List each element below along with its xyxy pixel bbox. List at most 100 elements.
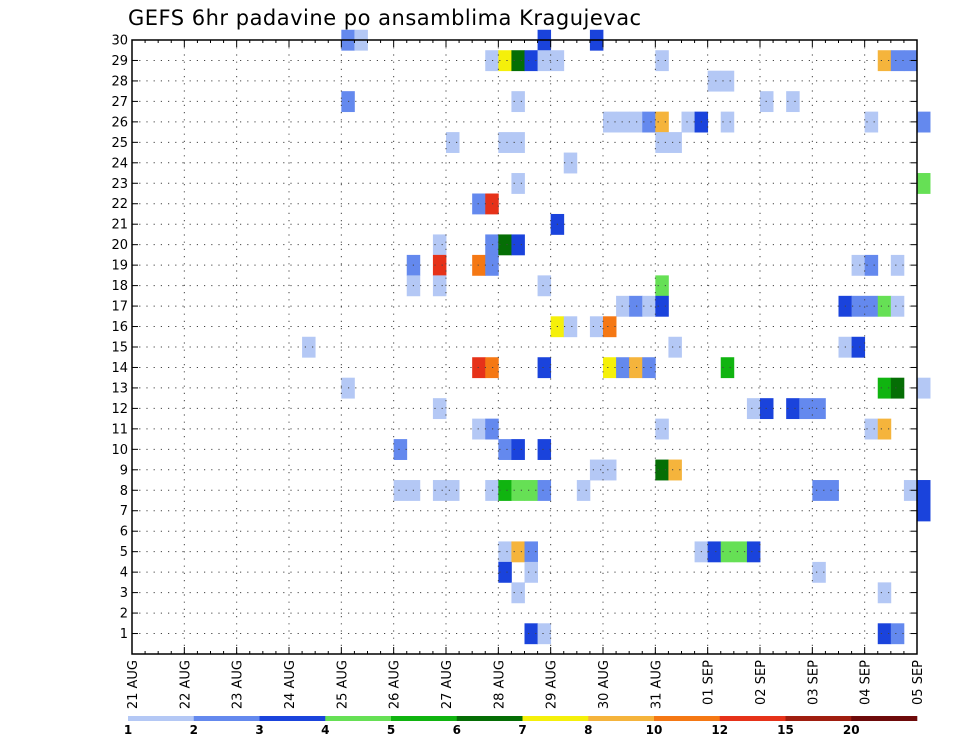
colorbar-label: 12 — [711, 723, 728, 737]
colorbar-segment — [259, 716, 326, 721]
precip-cell — [668, 132, 682, 153]
x-tick-label: 24 AUG — [283, 660, 298, 709]
precip-cell — [485, 418, 499, 440]
precip-cell — [393, 480, 408, 501]
y-tick-label: 5 — [120, 545, 128, 560]
precip-cell — [720, 541, 735, 563]
x-axis-ticks: 21 AUG 22 AUG 23 AUG 24 AUG 25 AUG 26 AUG 27 A… — [126, 40, 926, 709]
precip-cell — [877, 377, 892, 399]
precip-cell — [917, 480, 931, 501]
precip-cell — [720, 357, 735, 379]
precip-cell — [432, 398, 447, 420]
y-tick-label: 26 — [111, 115, 128, 130]
precip-cell — [629, 357, 643, 379]
precip-cell — [524, 50, 538, 72]
precip-cell — [498, 234, 512, 256]
precip-cell — [498, 439, 512, 460]
precip-cell — [511, 50, 525, 72]
x-tick-label: 03 SEP — [806, 660, 821, 705]
precip-cell — [642, 357, 656, 379]
precip-cell — [707, 70, 722, 92]
precip-cell — [511, 541, 525, 563]
y-tick-label: 25 — [111, 136, 128, 151]
y-tick-label: 30 — [111, 34, 128, 49]
precip-cell — [655, 418, 669, 440]
precip-cell — [720, 70, 735, 92]
precip-cell — [511, 439, 525, 460]
x-tick-label: 28 AUG — [492, 660, 507, 709]
y-tick-label: 18 — [111, 279, 128, 294]
x-tick-label: 25 AUG — [335, 660, 350, 709]
y-tick-label: 6 — [120, 525, 128, 540]
precip-cell — [890, 377, 905, 399]
precip-cell — [498, 50, 512, 72]
y-tick-label: 13 — [111, 381, 128, 396]
x-tick-label: 30 AUG — [597, 660, 612, 709]
colorbar-label: 6 — [453, 723, 461, 737]
precip-cell — [603, 111, 617, 133]
colorbar-label: 20 — [843, 723, 860, 737]
precip-cell — [537, 439, 552, 460]
precip-cell — [576, 480, 591, 501]
precip-cell — [511, 173, 525, 194]
precip-cell — [629, 295, 643, 317]
precip-cell — [537, 357, 552, 379]
precip-cell — [498, 480, 512, 501]
precip-cell — [511, 234, 525, 256]
precip-cell — [485, 50, 499, 72]
precip-cell — [917, 173, 931, 194]
precip-cell — [681, 111, 695, 133]
colorbar-segment — [588, 716, 655, 721]
colorbar-segment — [391, 716, 458, 721]
y-tick-label: 16 — [111, 320, 128, 335]
x-tick-label: 31 AUG — [649, 660, 664, 709]
precip-cell — [432, 275, 447, 297]
precip-cell — [720, 111, 735, 133]
precip-cell — [616, 111, 630, 133]
precip-cell — [799, 398, 813, 420]
precip-cell — [603, 316, 617, 338]
colorbar-label: 4 — [321, 723, 329, 737]
y-tick-label: 7 — [120, 504, 128, 519]
y-tick-label: 21 — [111, 218, 128, 233]
precip-cell — [603, 357, 617, 379]
precip-cell — [589, 316, 604, 338]
precip-cell — [812, 480, 826, 501]
colorbar-label: 2 — [190, 723, 198, 737]
y-tick-label: 11 — [111, 422, 128, 437]
precip-cell — [733, 541, 748, 563]
precip-cell — [877, 50, 892, 72]
precip-cell — [917, 500, 931, 522]
precip-cell — [472, 193, 486, 215]
precip-cell — [446, 132, 460, 153]
y-tick-label: 10 — [111, 443, 128, 458]
chart-title: GEFS 6hr padavine po ansamblima Kragujev… — [128, 6, 642, 30]
precip-cell — [655, 50, 669, 72]
precip-cell — [877, 582, 892, 604]
x-tick-label: 22 AUG — [178, 660, 193, 709]
precip-cell — [524, 561, 538, 583]
precip-cell — [485, 357, 499, 379]
colorbar-label: 7 — [518, 723, 526, 737]
precip-cell — [472, 357, 486, 379]
precip-cell — [786, 398, 800, 420]
precip-cell — [537, 50, 552, 72]
x-tick-label: 21 AUG — [126, 660, 141, 709]
precip-cell — [812, 561, 826, 583]
precip-cell — [851, 336, 866, 358]
y-tick-label: 23 — [111, 177, 128, 192]
precip-cell — [746, 541, 761, 563]
precip-cell — [812, 398, 826, 420]
colorbar-label: 15 — [777, 723, 794, 737]
y-tick-label: 1 — [120, 627, 128, 642]
precip-cell — [432, 480, 447, 501]
y-axis-ticks: 1234567891011121314151617181920212223242… — [111, 34, 917, 642]
precip-cell — [616, 357, 630, 379]
precip-cell — [890, 295, 905, 317]
precip-cell — [917, 377, 931, 399]
y-tick-label: 9 — [120, 463, 128, 478]
precip-cell — [655, 111, 669, 133]
y-tick-label: 14 — [111, 361, 128, 376]
precip-cell — [655, 295, 669, 317]
